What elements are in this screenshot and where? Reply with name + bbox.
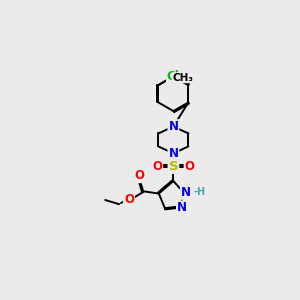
Text: O: O (152, 160, 162, 173)
Text: S: S (169, 160, 178, 173)
Text: O: O (184, 160, 195, 173)
Text: N: N (168, 120, 178, 133)
Text: Cl: Cl (167, 70, 180, 83)
Text: O: O (134, 169, 144, 182)
Text: N: N (177, 201, 187, 214)
Text: CH₃: CH₃ (172, 73, 193, 83)
Text: -H: -H (193, 187, 205, 197)
Text: N: N (168, 147, 178, 160)
Text: O: O (124, 193, 134, 206)
Text: N: N (181, 186, 191, 199)
